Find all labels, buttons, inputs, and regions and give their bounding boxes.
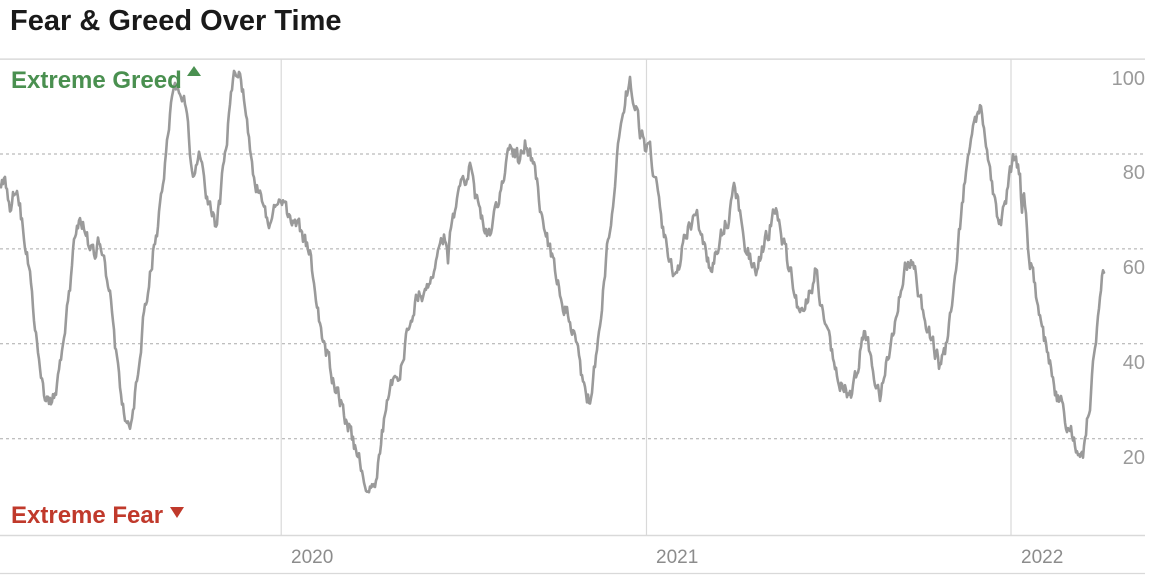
- svg-text:100: 100: [1112, 68, 1145, 90]
- svg-text:2021: 2021: [656, 547, 698, 568]
- svg-text:20: 20: [1123, 447, 1145, 469]
- svg-text:2020: 2020: [291, 547, 333, 568]
- svg-text:2022: 2022: [1021, 547, 1063, 568]
- svg-text:80: 80: [1123, 162, 1145, 184]
- svg-text:60: 60: [1123, 257, 1145, 279]
- svg-text:Extreme Greed: Extreme Greed: [11, 67, 182, 94]
- svg-text:40: 40: [1123, 352, 1145, 374]
- svg-text:Extreme Fear: Extreme Fear: [11, 502, 163, 529]
